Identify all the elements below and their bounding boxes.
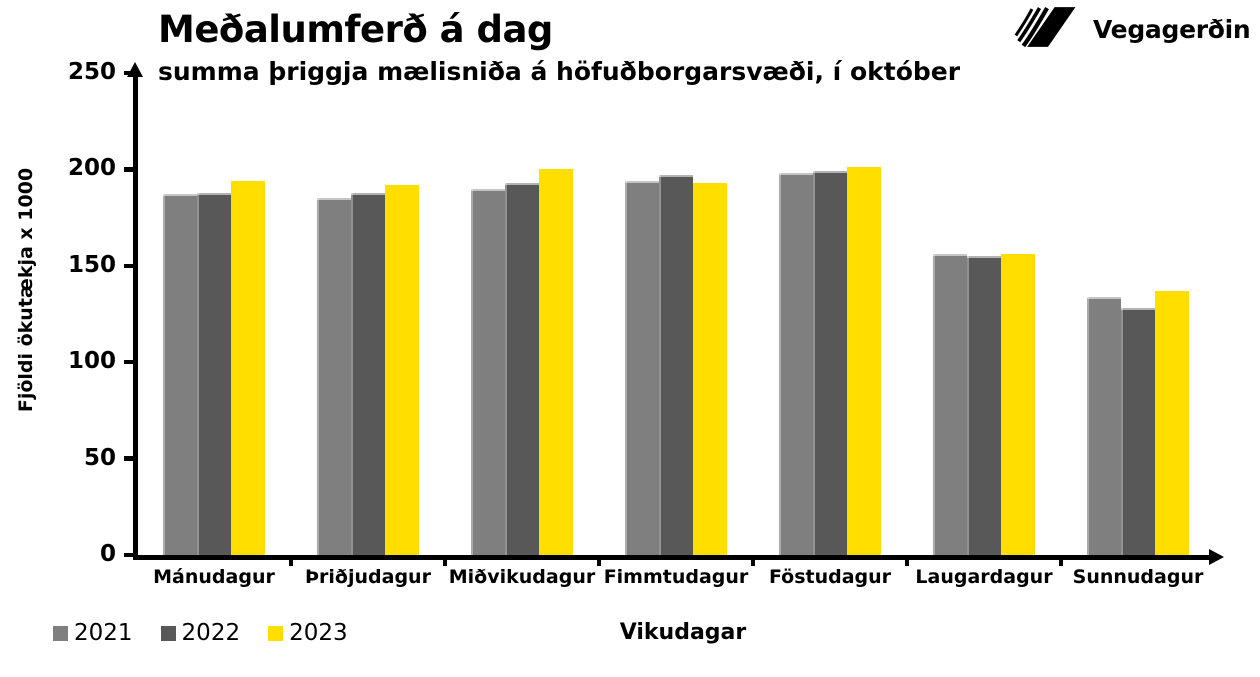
bar-2021-föstudagur xyxy=(779,173,813,555)
y-tick-mark xyxy=(124,456,135,461)
x-category-label: Mánudagur xyxy=(153,566,275,588)
bar-2023-föstudagur xyxy=(847,167,881,555)
y-tick-label: 200 xyxy=(67,155,116,182)
bar-2021-þriðjudagur xyxy=(317,198,351,555)
y-tick-mark xyxy=(124,552,135,558)
legend-swatch-2023 xyxy=(268,625,284,641)
bar-2021-miðvikudagur xyxy=(471,188,505,555)
x-category-label: Miðvikudagur xyxy=(448,566,596,588)
legend-item-2022: 2022 xyxy=(160,620,241,646)
bar-2021-sunnudagur xyxy=(1087,296,1121,555)
x-tick-mark xyxy=(288,555,294,566)
bar-2022-laugardagur xyxy=(967,256,1001,555)
y-tick-label: 50 xyxy=(83,444,116,471)
legend-swatch-2022 xyxy=(160,625,176,641)
legend: 2021 2022 2023 xyxy=(53,620,348,646)
y-tick-label: 100 xyxy=(67,348,116,375)
bar-2023-miðvikudagur xyxy=(539,169,573,555)
bar-2021-laugardagur xyxy=(933,254,967,555)
y-axis-arrow-icon xyxy=(127,62,143,77)
legend-swatch-2021 xyxy=(53,625,68,641)
y-tick-mark xyxy=(124,359,135,365)
x-category-label: Föstudagur xyxy=(768,566,892,588)
legend-label-2021: 2021 xyxy=(74,620,133,646)
x-tick-mark xyxy=(442,555,448,566)
x-category-label: Sunnudagur xyxy=(1072,566,1204,588)
bar-2023-mánudagur xyxy=(231,180,265,555)
y-tick-label: 0 xyxy=(99,541,116,567)
bar-2021-fimmtudagur xyxy=(625,180,659,555)
x-axis-arrow-icon xyxy=(1209,549,1224,565)
y-tick-mark xyxy=(124,263,135,269)
bar-2023-laugardagur xyxy=(1001,254,1035,555)
bar-2023-sunnudagur xyxy=(1155,290,1189,555)
chart-subtitle: summa þriggja mælisniða á höfuðborgarsvæ… xyxy=(158,57,961,86)
bar-2022-mánudagur xyxy=(197,192,231,555)
x-axis-line xyxy=(133,555,1212,560)
bar-2021-mánudagur xyxy=(163,194,197,555)
bar-2022-sunnudagur xyxy=(1121,308,1155,555)
legend-label-2022: 2022 xyxy=(181,620,241,646)
x-category-label: Fimmtudagur xyxy=(603,566,749,588)
legend-label-2023: 2023 xyxy=(289,620,348,646)
x-axis-title: Vikudagar xyxy=(619,620,747,645)
bar-2022-miðvikudagur xyxy=(505,182,539,555)
y-tick-label: 150 xyxy=(67,251,116,278)
y-tick-label: 250 xyxy=(67,59,116,85)
x-tick-mark xyxy=(904,555,910,566)
x-category-label: Þriðjudagur xyxy=(305,566,431,588)
y-axis-title: Fjöldi ökutækja x 1000 xyxy=(15,167,37,413)
bar-2023-þriðjudagur xyxy=(385,184,419,555)
bar-2022-þriðjudagur xyxy=(351,192,385,555)
x-tick-mark xyxy=(1058,555,1064,566)
legend-item-2023: 2023 xyxy=(268,620,348,646)
bar-2022-föstudagur xyxy=(813,171,847,555)
vegagerdin-tread-mark-icon xyxy=(1013,6,1083,52)
vegagerdin-logo: Vegagerðin xyxy=(1013,6,1251,52)
chart-title: Meðalumferð á dag xyxy=(158,8,553,51)
bar-2023-fimmtudagur xyxy=(693,182,727,555)
y-axis-line xyxy=(133,74,138,559)
x-tick-mark xyxy=(750,555,756,566)
y-tick-mark xyxy=(124,167,135,172)
bar-2022-fimmtudagur xyxy=(659,175,693,555)
legend-item-2021: 2021 xyxy=(53,620,133,646)
x-category-label: Laugardagur xyxy=(915,566,1053,588)
x-tick-mark xyxy=(596,555,602,566)
vegagerdin-logo-text: Vegagerðin xyxy=(1093,14,1251,44)
